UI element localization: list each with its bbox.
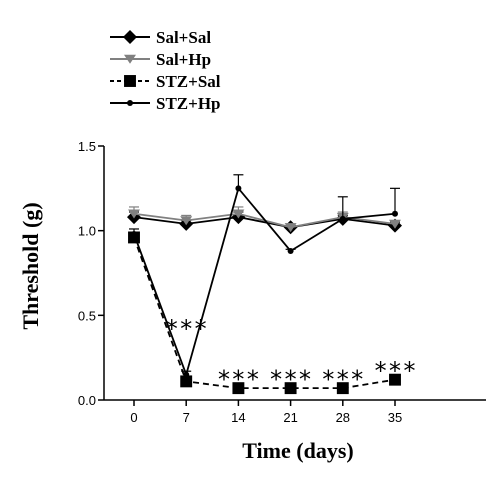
significance-marker: *** — [373, 357, 416, 385]
legend-marker — [124, 54, 136, 64]
series-line — [133, 186, 396, 378]
legend-item: STZ+Sal — [110, 72, 221, 91]
data-point — [180, 216, 193, 226]
legend-marker — [127, 100, 133, 106]
series-stz-sal — [128, 231, 401, 395]
data-point — [232, 382, 245, 395]
legend-label: Sal+Sal — [156, 28, 211, 47]
legend-item: Sal+Sal — [110, 28, 211, 47]
legend: Sal+Sal Sal+Hp STZ+Sal STZ+Hp — [110, 28, 221, 113]
y-tick-label: 0.0 — [78, 393, 96, 408]
data-point — [392, 210, 398, 217]
data-point — [287, 247, 294, 254]
data-point — [232, 209, 245, 219]
series-stz-hp — [129, 174, 400, 378]
significance-marker: *** — [321, 366, 364, 394]
x-tick-label: 0 — [130, 410, 137, 425]
annotation-layer: *** *** *** *** *** — [165, 315, 417, 394]
legend-item: STZ+Hp — [110, 94, 221, 113]
data-point — [183, 371, 190, 378]
data-point — [339, 215, 346, 222]
x-tick-label: 21 — [283, 410, 297, 425]
x-tick-label: 35 — [388, 410, 402, 425]
x-tick-label: 7 — [183, 410, 190, 425]
series-line — [133, 216, 396, 229]
legend-item: Sal+Hp — [110, 50, 211, 69]
data-point — [284, 382, 297, 395]
axes: 0.0 0.5 1.0 1.5 0 7 14 21 28 35 — [78, 139, 486, 425]
x-axis-title: Time (days) — [242, 438, 353, 463]
series-layer — [127, 174, 402, 395]
y-tick-label: 1.0 — [78, 224, 96, 239]
legend-marker — [124, 75, 136, 87]
data-point — [389, 373, 401, 386]
significance-marker: *** — [269, 366, 312, 394]
x-tick-label: 28 — [336, 410, 350, 425]
data-point — [128, 209, 140, 219]
y-axis-title: Threshold (g) — [18, 202, 43, 329]
legend-label: STZ+Sal — [156, 72, 221, 91]
data-point — [131, 231, 137, 238]
data-point — [235, 185, 242, 192]
significance-marker: *** — [217, 366, 260, 394]
series-sal-sal — [127, 210, 402, 235]
data-point — [128, 231, 140, 244]
legend-label: Sal+Hp — [156, 50, 211, 69]
series-line — [133, 237, 396, 390]
legend-marker — [123, 30, 137, 44]
data-point — [336, 382, 349, 395]
x-tick-label: 14 — [231, 410, 245, 425]
data-point — [180, 375, 193, 388]
data-point — [389, 219, 401, 229]
legend-label: STZ+Hp — [156, 94, 221, 113]
y-tick-label: 0.5 — [78, 308, 96, 323]
significance-marker: *** — [165, 315, 208, 343]
data-point — [284, 223, 297, 233]
y-tick-label: 1.5 — [78, 139, 96, 154]
